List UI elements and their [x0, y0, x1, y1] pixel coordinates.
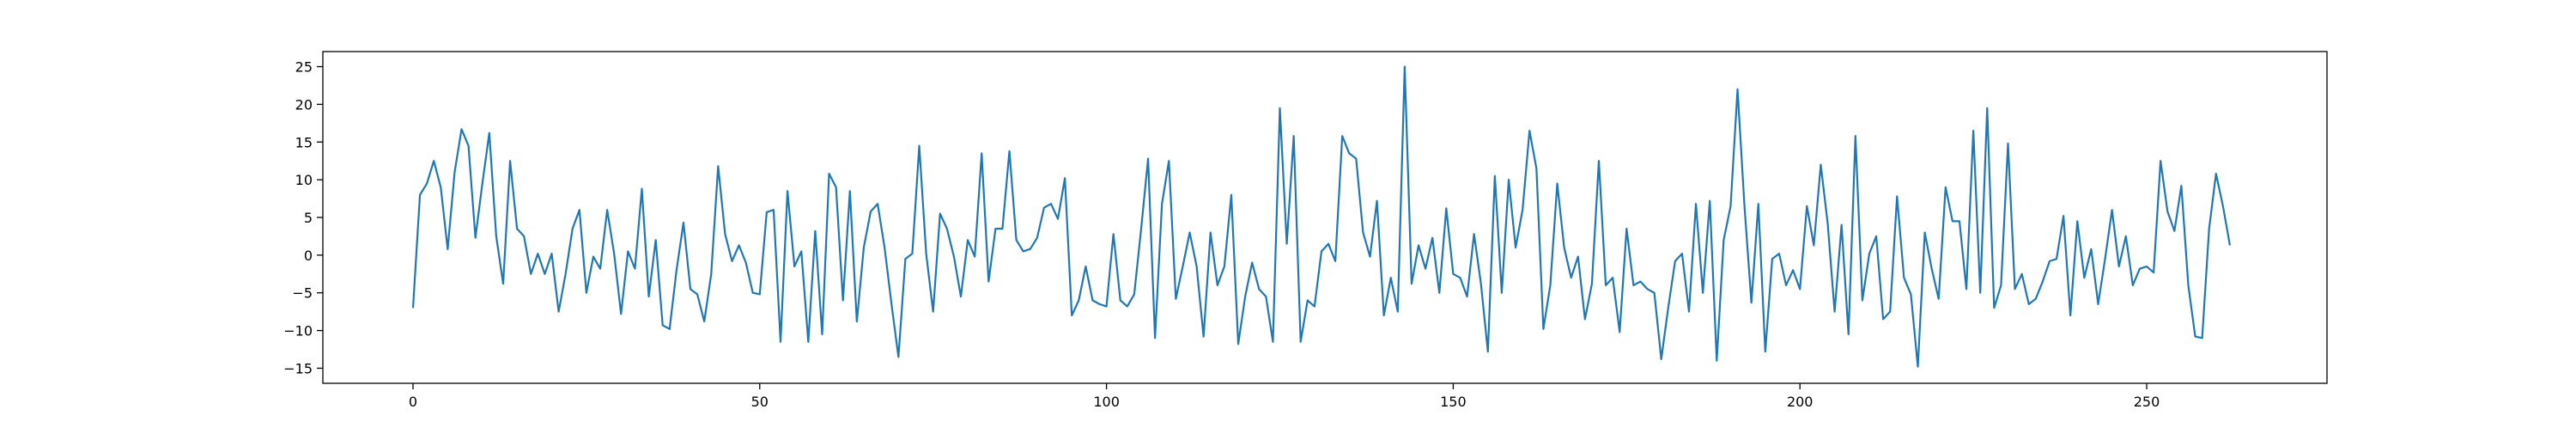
y-tick-label: 15 — [295, 134, 313, 150]
y-tick-label: −5 — [292, 285, 313, 302]
axes-frame — [322, 51, 2328, 384]
x-tick-label: 250 — [2134, 394, 2160, 410]
y-tick-label: −10 — [283, 323, 313, 339]
plot-frame — [322, 51, 2328, 384]
x-tick-label: 150 — [1440, 394, 1467, 410]
y-tick-label: 5 — [304, 210, 313, 226]
x-tick-label: 200 — [1787, 394, 1814, 410]
y-tick-label: 25 — [295, 59, 313, 76]
series-line-0 — [411, 65, 2232, 368]
y-axis: −15 −10 −5 0 5 10 15 20 25 — [283, 59, 323, 376]
y-tick-label: 20 — [295, 96, 313, 113]
x-tick-label: 100 — [1093, 394, 1120, 410]
x-tick-label: 50 — [751, 394, 769, 410]
x-tick-label: 0 — [409, 394, 417, 410]
y-tick-label: 0 — [304, 248, 313, 264]
x-axis: 0 50 100 150 200 250 — [409, 383, 2160, 410]
series-layer — [411, 65, 2232, 368]
y-tick-label: −15 — [283, 360, 313, 376]
y-tick-label: 10 — [295, 172, 313, 188]
